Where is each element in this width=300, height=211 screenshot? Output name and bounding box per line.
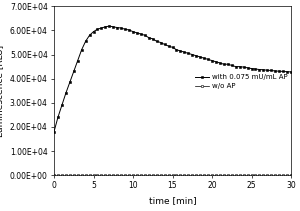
w/o AP (135, 173, 139, 176)
with 0.075 mU/mL AP (262, 69, 265, 71)
with 0.075 mU/mL AP (100, 27, 103, 29)
with 0.075 mU/mL AP (112, 26, 115, 28)
with 0.075 mU/mL AP (182, 51, 186, 53)
with 0.075 mU/mL AP (198, 56, 202, 58)
w/o AP (107, 173, 111, 176)
X-axis label: time [min]: time [min] (149, 196, 196, 205)
with 0.075 mU/mL AP (52, 130, 56, 133)
w/o AP (100, 173, 103, 176)
Line: w/o AP: w/o AP (53, 173, 292, 176)
w/o AP (289, 173, 293, 176)
w/o AP (258, 173, 261, 176)
w/o AP (52, 173, 56, 176)
Legend: with 0.075 mU/mL AP, w/o AP: with 0.075 mU/mL AP, w/o AP (195, 74, 287, 89)
Line: with 0.075 mU/mL AP: with 0.075 mU/mL AP (52, 25, 292, 133)
Y-axis label: Luminescence [RLU]: Luminescence [RLU] (0, 45, 4, 137)
with 0.075 mU/mL AP (289, 71, 293, 73)
with 0.075 mU/mL AP (139, 33, 143, 35)
with 0.075 mU/mL AP (107, 25, 111, 27)
w/o AP (194, 173, 198, 176)
w/o AP (178, 173, 182, 176)
